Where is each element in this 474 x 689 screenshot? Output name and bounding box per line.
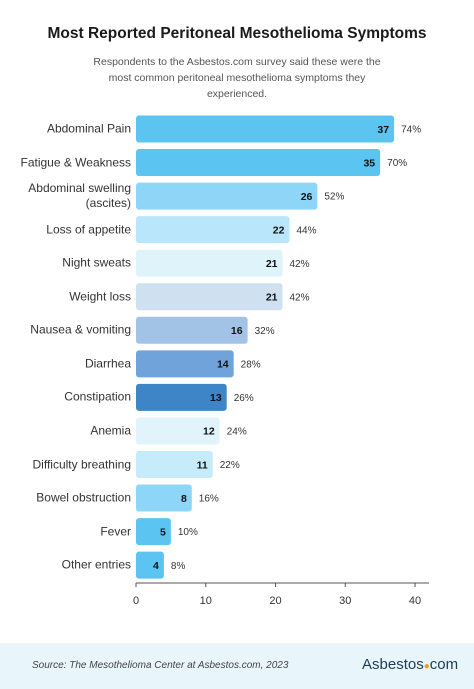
category-label: Fatigue & Weakness: [20, 155, 131, 170]
category-label: Abdominal Pain: [46, 121, 131, 136]
value-label: 21: [266, 292, 278, 304]
x-tick-label: 0: [133, 595, 139, 607]
percent-label: 70%: [387, 158, 407, 169]
x-tick-label: 30: [339, 595, 351, 607]
value-label: 11: [197, 459, 208, 471]
footer-band: [0, 643, 474, 689]
value-label: 8: [181, 493, 187, 505]
category-label: Bowel obstruction: [36, 490, 131, 505]
logo-dot: ●: [423, 661, 430, 672]
value-label: 12: [203, 426, 215, 438]
category-label: Constipation: [64, 389, 131, 404]
category-label: Loss of appetite: [46, 222, 131, 237]
x-tick-label: 20: [269, 595, 281, 607]
percent-label: 28%: [241, 359, 261, 370]
percent-label: 16%: [199, 494, 219, 505]
percent-label: 42%: [290, 259, 310, 270]
category-label: Abdominal swelling (ascites): [28, 181, 131, 211]
category-label: Diarrhea: [84, 356, 131, 371]
value-label: 26: [301, 191, 313, 203]
category-label: Difficulty breathing: [32, 457, 132, 471]
percent-label: 32%: [255, 326, 275, 337]
bar: [136, 383, 227, 411]
percent-label: 74%: [401, 125, 421, 136]
bar: [136, 551, 164, 579]
logo-suffix: com: [429, 656, 459, 673]
value-label: 22: [273, 224, 285, 236]
percent-label: 24%: [227, 427, 247, 438]
x-tick-label: 40: [409, 595, 421, 607]
percent-label: 8%: [171, 561, 186, 572]
bar: [136, 216, 290, 244]
bar: [136, 350, 234, 378]
percent-label: 52%: [324, 192, 344, 203]
bar: [136, 182, 318, 210]
value-label: 37: [377, 124, 389, 136]
bar: [136, 249, 283, 277]
category-label: Nausea & vomiting: [30, 322, 131, 337]
chart-title: Most Reported Peritoneal Mesothelioma Sy…: [48, 25, 427, 42]
value-label: 16: [231, 325, 243, 337]
category-label: Anemia: [90, 423, 131, 438]
value-label: 14: [217, 359, 229, 371]
percent-label: 44%: [296, 225, 316, 236]
value-label: 21: [266, 258, 278, 270]
value-label: 13: [210, 392, 222, 404]
percent-label: 22%: [220, 460, 240, 471]
category-label: Night sweats: [62, 255, 131, 270]
bar: [136, 283, 283, 311]
bar: [136, 417, 220, 445]
logo: Asbestos●com: [362, 656, 458, 673]
subtitle: Respondents to the Asbestos.com survey s…: [93, 56, 381, 100]
bar: [136, 518, 171, 546]
value-label: 35: [363, 157, 375, 169]
category-label: Other entries: [61, 557, 131, 572]
source: Source: The Mesothelioma Center at Asbes…: [32, 660, 289, 671]
category-label: Fever: [100, 524, 131, 539]
bar: [136, 149, 381, 177]
bar: [136, 484, 192, 512]
percent-label: 26%: [234, 393, 254, 404]
logo-name: Asbestos: [362, 656, 424, 673]
value-label: 4: [153, 560, 159, 572]
bar: [136, 115, 395, 143]
bar: [136, 316, 248, 344]
percent-label: 10%: [178, 527, 198, 538]
value-label: 5: [160, 526, 166, 538]
category-label: Weight loss: [69, 289, 131, 304]
x-tick-label: 10: [200, 595, 212, 607]
percent-label: 42%: [290, 292, 310, 303]
bar: [136, 451, 213, 478]
